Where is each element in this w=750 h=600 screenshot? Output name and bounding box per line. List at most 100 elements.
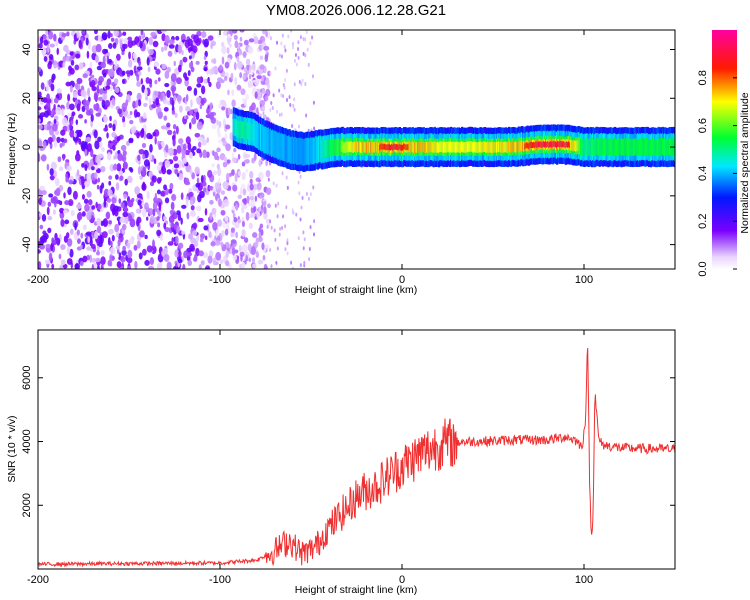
noise-speck [86,211,92,221]
spectrogram-heatmap [38,30,675,269]
noise-speck [190,66,195,73]
noise-speck [186,86,192,92]
noise-speck [229,43,232,48]
noise-speck [178,242,184,249]
noise-speck [140,78,144,85]
noise-speck [155,68,161,75]
noise-speck [55,39,59,47]
noise-speck [132,100,137,109]
noise-speck [74,64,80,71]
noise-speck [142,248,147,256]
noise-speck [196,76,202,84]
noise-speck [107,58,113,64]
noise-speck [291,208,294,213]
noise-speck [74,263,80,269]
noise-speck [120,255,126,263]
noise-speck [48,53,54,60]
noise-speck [237,153,241,160]
noise-speck [138,60,141,67]
noise-speck [234,76,238,86]
noise-speck [38,140,43,148]
noise-speck [100,263,104,269]
noise-speck [77,114,84,119]
noise-speck [134,186,140,195]
noise-speck [212,65,219,75]
noise-speck [113,163,118,170]
noise-speck [122,245,126,252]
noise-speck [201,139,207,146]
noise-speck [39,243,45,250]
noise-speck [262,254,266,261]
noise-speck [84,148,88,157]
noise-speck [65,176,70,183]
noise-speck [178,138,184,145]
noise-speck [220,241,224,247]
spectrogram-y-tick-label: 20 [21,92,33,104]
noise-speck [66,101,70,110]
noise-speck [219,79,225,84]
noise-speck [212,187,215,193]
noise-speck [111,234,115,242]
colorbar-ticks: 0.0 0.2 0.4 0.6 0.8 [697,70,737,277]
noise-speck [233,217,238,223]
noise-speck [47,201,52,207]
noise-speck [51,75,55,84]
noise-speck [313,126,316,131]
noise-speck [282,214,285,219]
noise-speck [256,210,261,219]
noise-speck [225,124,231,130]
noise-speck [150,31,157,37]
noise-speck [72,190,78,200]
noise-speck [91,257,97,263]
noise-speck [48,60,52,66]
colorbar-tick-label: 0.8 [697,70,709,85]
noise-speck [47,216,53,221]
noise-speck [210,241,216,247]
noise-speck [219,64,223,71]
noise-speck [298,191,301,196]
noise-speck [181,49,184,56]
noise-speck [261,242,265,250]
noise-speck [62,153,65,161]
noise-speck [309,41,312,46]
noise-speck [259,113,262,118]
noise-speck [209,102,213,111]
noise-speck [60,259,66,266]
noise-speck [277,201,280,206]
noise-speck [272,93,275,98]
noise-speck [118,198,122,204]
noise-speck [233,61,237,71]
noise-speck [67,186,72,196]
noise-speck [102,72,107,78]
noise-speck [161,63,167,69]
noise-speck [60,129,66,136]
noise-speck [250,69,254,76]
noise-speck [78,40,83,49]
noise-speck [81,211,86,217]
noise-speck [76,229,80,236]
noise-speck [91,205,96,210]
noise-speck [101,182,105,189]
noise-speck [259,103,262,108]
noise-speck [63,44,69,52]
noise-speck [109,254,113,263]
noise-speck [261,30,267,35]
noise-speck [94,140,100,150]
noise-speck [110,240,113,247]
noise-speck [64,219,70,225]
noise-speck [53,118,57,125]
noise-speck [200,175,204,184]
noise-speck [285,205,288,210]
noise-speck [127,39,134,49]
noise-speck [252,263,257,269]
noise-speck [60,244,66,251]
noise-speck [263,45,270,51]
noise-speck [78,62,84,70]
noise-speck [244,153,251,158]
noise-speck [281,33,284,38]
spectrogram-x-tick-label: -200 [27,274,49,286]
noise-speck [134,36,140,45]
noise-speck [122,161,128,170]
noise-speck [307,62,310,67]
noise-speck [148,36,153,46]
